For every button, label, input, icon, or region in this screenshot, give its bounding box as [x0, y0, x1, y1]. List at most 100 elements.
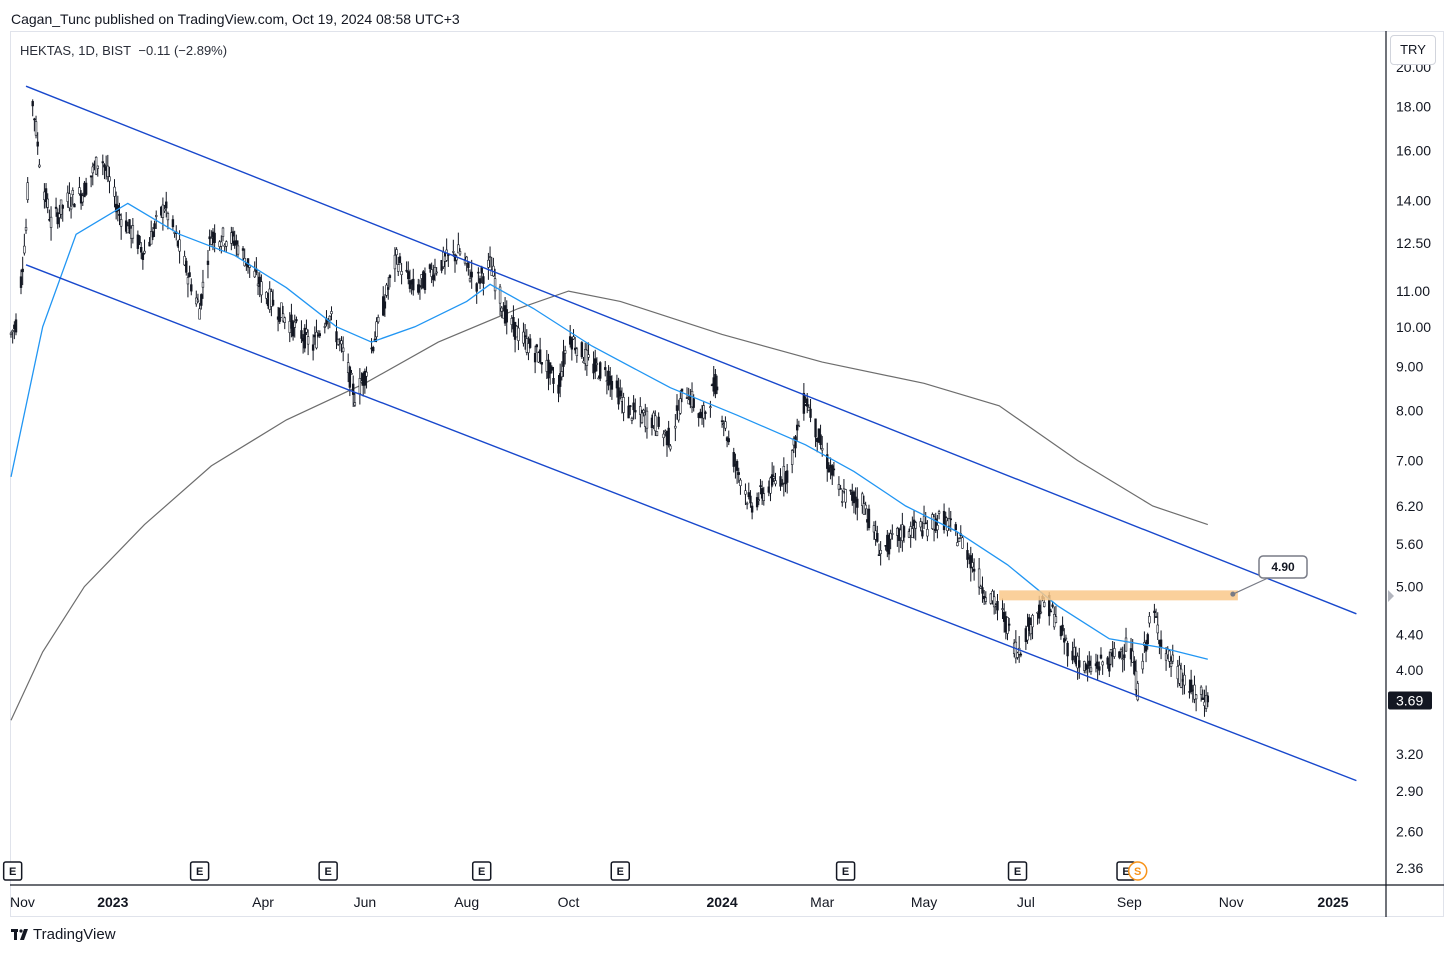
candle-body	[969, 555, 972, 569]
candle-body	[387, 287, 390, 290]
candle-body	[1088, 660, 1091, 666]
candle-body	[831, 465, 834, 476]
candle-body	[353, 402, 357, 406]
candle-body	[351, 383, 355, 395]
candle-body	[924, 522, 927, 525]
candle-body	[432, 274, 435, 281]
candle-body	[639, 406, 642, 415]
candle-body	[1106, 657, 1109, 665]
candle-body	[36, 141, 39, 147]
candle-body	[305, 328, 308, 333]
candle-body	[527, 343, 530, 354]
candle-body	[1007, 623, 1011, 626]
candle-body	[106, 165, 110, 177]
candle-body	[458, 251, 462, 255]
candle-body	[774, 480, 777, 485]
candle-body	[984, 597, 988, 602]
candle-body	[1154, 616, 1158, 618]
price-tick-label: 8.00	[1396, 402, 1423, 418]
candle-body	[393, 254, 397, 270]
candle-body	[71, 190, 74, 195]
candle-body	[570, 338, 574, 350]
time-tick-label: Sep	[1117, 894, 1142, 910]
candle-body	[153, 223, 156, 229]
candle-body	[1146, 634, 1149, 645]
candle-body	[281, 313, 285, 322]
last-price-badge	[1388, 691, 1432, 710]
candle-body	[1183, 674, 1186, 686]
candle-body	[947, 518, 951, 527]
candle-body	[231, 231, 235, 237]
split-event-letter: S	[1134, 866, 1141, 878]
candle-body	[1141, 660, 1144, 670]
candle-body	[1043, 602, 1046, 607]
earnings-event-icon	[835, 861, 856, 881]
candle-body	[841, 501, 844, 503]
candle-body	[1063, 638, 1066, 643]
candle-body	[1199, 686, 1203, 695]
candle-body	[335, 331, 338, 343]
candle-body	[563, 350, 567, 354]
candle-body	[630, 417, 634, 421]
candle-body	[271, 299, 275, 306]
candle-body	[1101, 661, 1104, 666]
candle-body	[934, 518, 937, 531]
candle-body	[56, 212, 59, 225]
candle-body	[1134, 670, 1138, 691]
candle-body	[957, 538, 961, 542]
candle-body	[139, 246, 143, 253]
candle-body	[1119, 649, 1123, 653]
candle-body	[165, 201, 168, 209]
price-tick-label: 10.00	[1396, 319, 1431, 335]
candle-body	[46, 198, 49, 208]
candle-body	[1109, 649, 1113, 654]
candle-body	[236, 245, 240, 255]
candle-body	[1061, 624, 1064, 632]
candle-body	[400, 271, 403, 276]
candle-body	[1019, 653, 1023, 656]
candle-body	[300, 330, 303, 339]
price-tick-label: 2.60	[1396, 824, 1423, 840]
candle-body	[996, 601, 999, 611]
candle-body	[1164, 653, 1168, 661]
candle-body	[977, 568, 981, 588]
price-tick-label: 4.00	[1396, 662, 1423, 678]
candle-body	[849, 489, 852, 492]
candle-body	[151, 231, 155, 238]
candle-body	[408, 280, 412, 289]
candle-body	[405, 269, 408, 272]
price-tick-label: 16.00	[1396, 143, 1431, 159]
currency-button[interactable]: TRY	[1390, 35, 1436, 65]
candle-body	[887, 535, 891, 555]
candle-body	[1049, 610, 1053, 613]
candle-body	[655, 431, 659, 436]
candle-body	[54, 206, 58, 209]
earnings-event-letter: E	[196, 866, 203, 878]
candle-body	[1038, 604, 1041, 619]
candle-body	[493, 278, 497, 292]
earnings-event-icon	[1007, 861, 1028, 881]
candle-body	[737, 472, 740, 475]
candle-body	[19, 276, 23, 288]
candle-body	[785, 470, 789, 483]
candle-body	[744, 490, 747, 495]
tradingview-footer[interactable]: TradingView	[11, 926, 116, 943]
candle-body	[475, 283, 478, 292]
candle-body	[1156, 624, 1159, 634]
tradingview-logo-icon	[11, 927, 29, 943]
candle-body	[814, 418, 817, 438]
candle-body	[704, 411, 707, 414]
candle-body	[412, 278, 415, 291]
candle-body	[642, 409, 645, 413]
candle-body	[363, 370, 367, 386]
candle-body	[772, 476, 776, 479]
candle-body	[747, 492, 750, 498]
candle-body	[470, 271, 473, 278]
candle-body	[575, 348, 579, 356]
candle-body	[1014, 641, 1018, 659]
price-tick-label: 9.00	[1396, 358, 1423, 374]
candle-body	[739, 479, 742, 487]
candle-body	[594, 358, 597, 372]
candle-body	[291, 321, 295, 337]
